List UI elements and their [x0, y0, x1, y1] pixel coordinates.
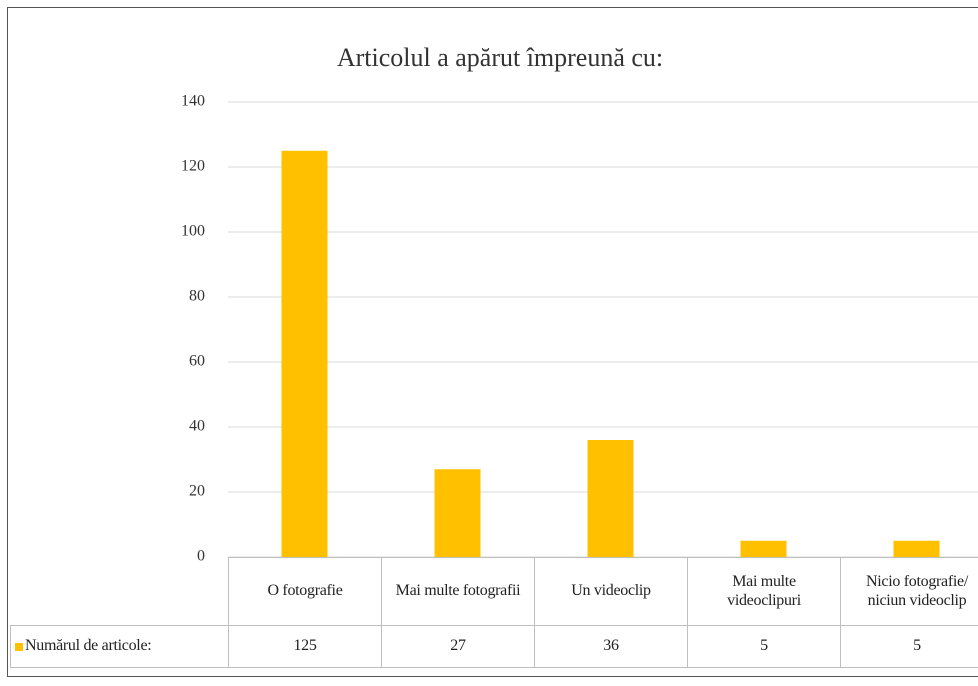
table-value: 27	[381, 625, 535, 668]
bar	[740, 540, 787, 557]
x-tick-label-text: Mai multe videoclipuri	[727, 573, 801, 609]
legend-label: Numărul de articole:	[25, 637, 152, 655]
x-tick-label-text: Mai multe fotografii	[395, 582, 521, 600]
y-tick-label: 120	[181, 158, 205, 175]
y-tick-label: 0	[197, 548, 205, 565]
table-value: 5	[840, 625, 978, 668]
y-tick-label: 40	[189, 418, 205, 435]
x-tick-label: Nicio fotografie/ niciun videoclip	[840, 557, 978, 626]
chart-frame	[7, 7, 978, 677]
bar	[281, 150, 328, 557]
x-tick-label: Un videoclip	[534, 557, 688, 626]
table-value-text: 36	[603, 637, 619, 655]
chart-title: Articolul a apărut împreună cu:	[337, 43, 663, 72]
y-tick-label: 60	[189, 353, 205, 370]
y-tick-label: 80	[189, 288, 205, 305]
y-tick-label: 100	[181, 223, 205, 240]
table-value: 125	[228, 625, 382, 668]
table-value-text: 5	[913, 637, 921, 655]
x-tick-label-text: O fotografie	[267, 582, 343, 600]
legend-cell: Numărul de articole:	[10, 625, 229, 668]
x-tick-label: O fotografie	[228, 557, 382, 626]
table-value-text: 5	[760, 637, 768, 655]
x-tick-label: Mai multe videoclipuri	[687, 557, 841, 626]
x-tick-label-text: Un videoclip	[571, 582, 651, 600]
bar	[893, 540, 940, 557]
y-tick-label: 140	[181, 93, 205, 110]
x-tick-label-text: Nicio fotografie/ niciun videoclip	[866, 573, 968, 609]
y-tick-label: 20	[189, 483, 205, 500]
legend-key	[15, 642, 23, 651]
bar	[587, 440, 634, 557]
bar	[434, 469, 481, 557]
x-tick-label: Mai multe fotografii	[381, 557, 535, 626]
table-value: 5	[687, 625, 841, 668]
table-value-text: 27	[450, 637, 466, 655]
table-value-text: 125	[293, 637, 317, 655]
table-value: 36	[534, 625, 688, 668]
